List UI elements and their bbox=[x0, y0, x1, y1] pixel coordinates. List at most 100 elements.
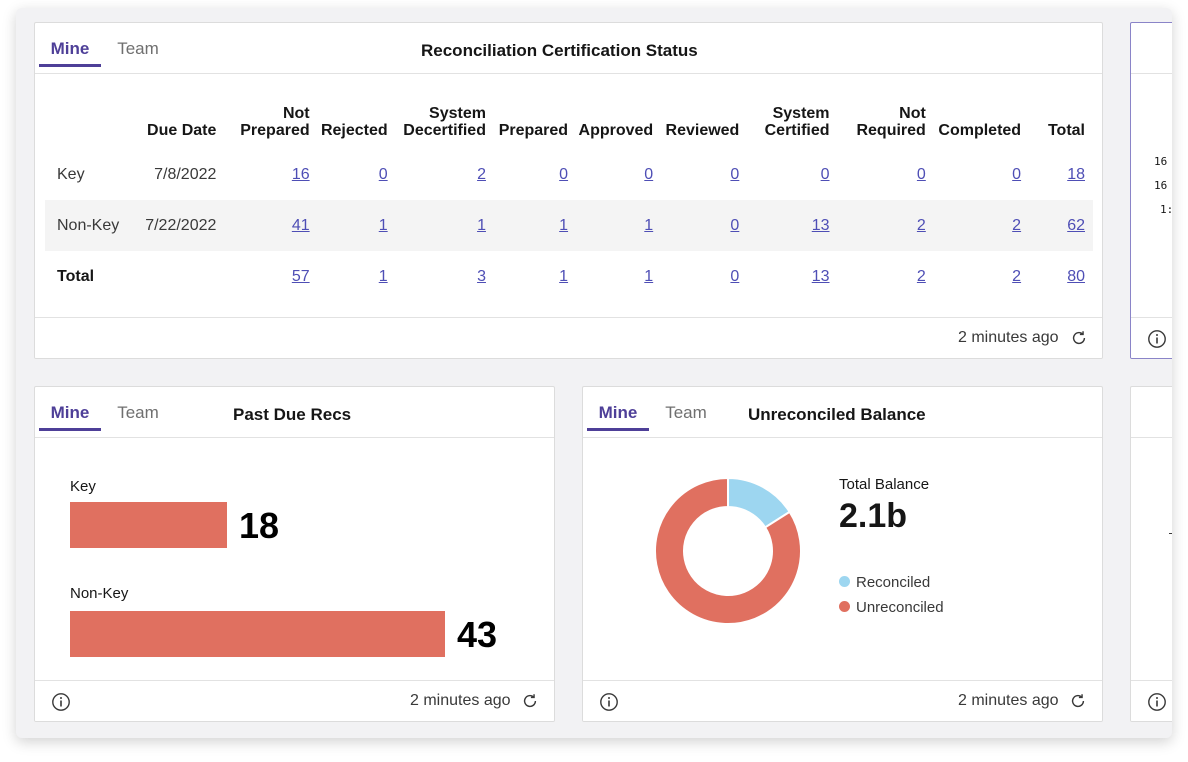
cell-link[interactable]: 1 bbox=[644, 216, 654, 234]
column-header: Total bbox=[1047, 122, 1085, 139]
table-header-row: Due Date Not Prepared Rejected System Dece… bbox=[45, 105, 1093, 149]
info-icon[interactable] bbox=[51, 692, 71, 712]
cell-link[interactable]: 80 bbox=[1067, 267, 1085, 285]
cell-link[interactable]: 0 bbox=[559, 165, 569, 183]
legend-unreconciled[interactable]: Unreconciled bbox=[839, 599, 944, 616]
refresh-icon[interactable] bbox=[521, 692, 539, 710]
cell-link[interactable]: 1 bbox=[644, 267, 654, 285]
tab-mine[interactable]: Mine bbox=[39, 39, 101, 67]
cell-link[interactable]: 1 bbox=[378, 267, 388, 285]
due-date bbox=[128, 251, 224, 302]
refresh-icon[interactable] bbox=[1069, 692, 1087, 710]
donut-chart bbox=[654, 476, 802, 625]
cell-link[interactable]: 3 bbox=[477, 267, 486, 285]
info-icon[interactable] bbox=[1147, 692, 1167, 712]
cell-link[interactable]: 41 bbox=[291, 216, 310, 234]
past-due-card: Mine Team Past Due Recs Key 18 Non-Key 4… bbox=[34, 386, 555, 722]
cell-link[interactable]: 57 bbox=[291, 267, 310, 285]
tab-mine[interactable]: Mine bbox=[39, 403, 101, 431]
tab-team[interactable]: Team bbox=[117, 39, 159, 58]
donut-slice-unreconciled[interactable] bbox=[654, 476, 802, 625]
cell-link[interactable]: 0 bbox=[1012, 165, 1022, 183]
legend-reconciled[interactable]: Reconciled bbox=[839, 574, 930, 591]
info-icon[interactable] bbox=[599, 692, 619, 712]
column-header: Reviewed bbox=[665, 122, 740, 139]
tab-mine[interactable]: Mine bbox=[587, 403, 649, 431]
cell-link[interactable]: 1 bbox=[559, 216, 569, 234]
cell-link[interactable]: 16 bbox=[291, 165, 310, 183]
column-header: System Certified bbox=[764, 105, 830, 139]
partial-card-bottom bbox=[1130, 386, 1172, 722]
column-header-label bbox=[45, 105, 128, 149]
row-label: Total bbox=[57, 267, 95, 285]
cell-link[interactable]: 2 bbox=[916, 267, 926, 285]
cell-link[interactable]: 1 bbox=[378, 216, 388, 234]
cell-link[interactable]: 1 bbox=[559, 267, 569, 285]
cell-link[interactable]: 1 bbox=[477, 216, 486, 234]
cell-link[interactable]: 0 bbox=[820, 165, 830, 183]
cell-link[interactable]: 13 bbox=[811, 216, 830, 234]
legend-swatch bbox=[839, 576, 850, 587]
column-header: Completed bbox=[938, 122, 1022, 139]
cell-link[interactable]: 0 bbox=[378, 165, 388, 183]
table-row-key: Key 7/8/2022 16 0 2 0 0 0 0 0 0 18 bbox=[45, 149, 1093, 200]
column-header: Not Prepared bbox=[240, 105, 310, 139]
legend-swatch bbox=[839, 601, 850, 612]
partial-value: 16 bbox=[1154, 155, 1168, 168]
cell-link[interactable]: 2 bbox=[1012, 267, 1022, 285]
last-updated: 2 minutes ago bbox=[958, 692, 1059, 709]
due-date: 7/8/2022 bbox=[154, 165, 217, 183]
partial-value: 16 bbox=[1154, 179, 1168, 192]
tab-team[interactable]: Team bbox=[117, 403, 159, 422]
card-footer: 2 minutes ago bbox=[35, 317, 1102, 358]
cell-link[interactable]: 2 bbox=[477, 165, 486, 183]
card-title: Reconciliation Certification Status bbox=[421, 41, 698, 60]
column-header: Rejected bbox=[320, 122, 388, 139]
last-updated: 2 minutes ago bbox=[410, 692, 511, 709]
row-label: Non-Key bbox=[45, 200, 129, 251]
cell-link[interactable]: 0 bbox=[916, 165, 926, 183]
bar-key[interactable] bbox=[70, 502, 227, 548]
cell-link[interactable]: 18 bbox=[1067, 165, 1085, 183]
cell-link[interactable]: 2 bbox=[916, 216, 926, 234]
table-row-total: Total 57 1 3 1 1 0 13 2 2 80 bbox=[45, 251, 1093, 302]
card-header: Mine Team Reconciliation Certification S… bbox=[35, 23, 1102, 74]
column-header: Approved bbox=[578, 122, 654, 139]
total-balance-value: 2.1b bbox=[839, 497, 908, 535]
card-footer: 2 minutes ago bbox=[35, 680, 554, 721]
column-header: System Decertified bbox=[403, 105, 486, 139]
table-row-non-key: Non-Key 7/22/2022 41 1 1 1 1 0 13 2 2 62 bbox=[45, 200, 1093, 251]
card-title: Past Due Recs bbox=[233, 405, 352, 424]
legend-label: Unreconciled bbox=[856, 599, 944, 616]
cert-status-card: Mine Team Reconciliation Certification S… bbox=[34, 22, 1103, 359]
bar-non-key[interactable] bbox=[70, 611, 445, 657]
card-footer bbox=[1131, 680, 1172, 721]
bar-label-non-key: Non-Key bbox=[70, 585, 129, 602]
card-header: Mine Team Unreconciled Balance bbox=[583, 387, 1102, 438]
cell-link[interactable]: 0 bbox=[730, 267, 740, 285]
card-header bbox=[1131, 23, 1172, 74]
unreconciled-balance-card: Mine Team Unreconciled Balance Total Bal… bbox=[582, 386, 1103, 722]
dashboard-frame: Mine Team Reconciliation Certification S… bbox=[16, 8, 1172, 738]
card-title: Unreconciled Balance bbox=[748, 405, 926, 424]
cell-link[interactable]: 13 bbox=[811, 267, 830, 285]
cell-link[interactable]: 0 bbox=[730, 216, 740, 234]
column-header: Prepared bbox=[498, 122, 569, 139]
card-footer bbox=[1131, 317, 1172, 358]
due-date: 7/22/2022 bbox=[128, 200, 225, 251]
card-footer: 2 minutes ago bbox=[583, 680, 1102, 721]
cell-link[interactable]: 0 bbox=[644, 165, 654, 183]
partial-value: 1: bbox=[1160, 203, 1172, 216]
cell-link[interactable]: 2 bbox=[1012, 216, 1022, 234]
tab-team[interactable]: Team bbox=[665, 403, 707, 422]
refresh-icon[interactable] bbox=[1070, 329, 1088, 347]
info-icon[interactable] bbox=[1147, 329, 1167, 349]
cell-link[interactable]: 62 bbox=[1067, 216, 1085, 234]
bar-value-non-key: 43 bbox=[457, 614, 498, 655]
card-header: Mine Team Past Due Recs bbox=[35, 387, 554, 438]
cell-link[interactable]: 0 bbox=[730, 165, 740, 183]
total-balance-label: Total Balance bbox=[839, 476, 930, 493]
card-header bbox=[1131, 387, 1172, 438]
column-header: Not Required bbox=[856, 105, 926, 139]
last-updated: 2 minutes ago bbox=[958, 329, 1059, 346]
